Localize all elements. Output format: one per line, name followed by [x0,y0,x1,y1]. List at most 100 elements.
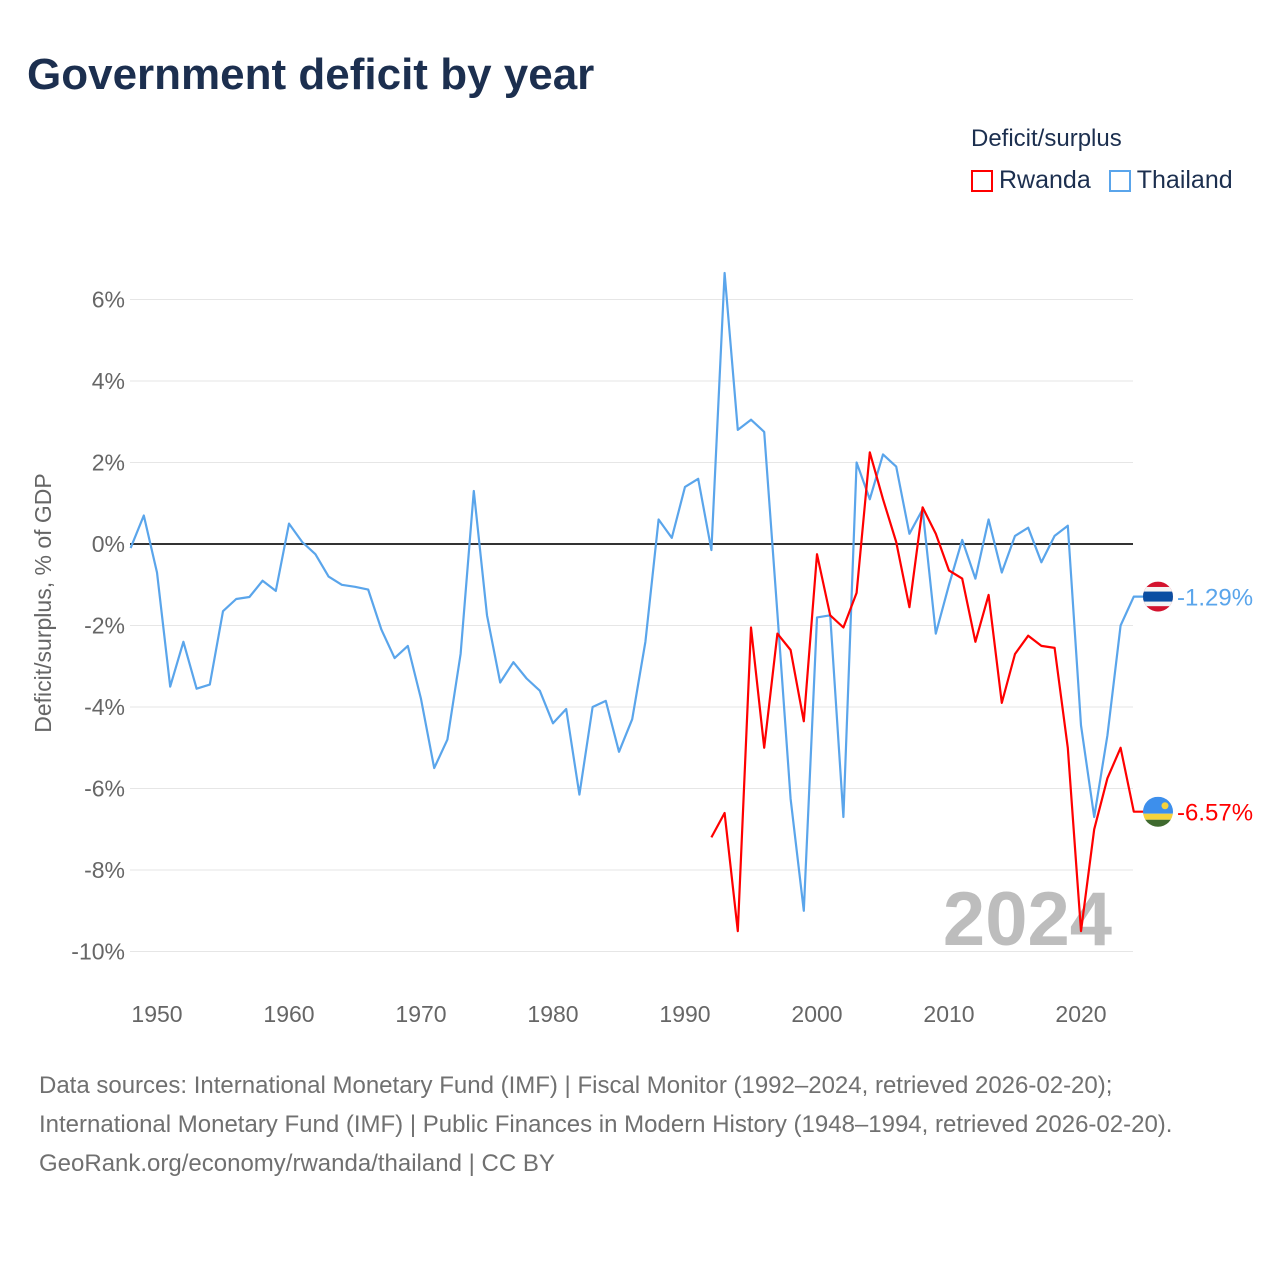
data-point-thailand [1038,559,1044,565]
data-point-rwanda [814,551,820,557]
data-point-thailand [946,582,952,588]
x-tick-label: 2020 [1055,1001,1106,1027]
data-point-thailand [1118,623,1124,629]
data-point-thailand [312,551,318,557]
data-point-rwanda [735,928,741,934]
data-point-thailand [999,570,1005,576]
legend-title: Deficit/surplus [971,125,1122,152]
credit-link[interactable]: GeoRank.org/economy/rwanda/thailand | CC… [39,1150,555,1177]
data-point-thailand [669,535,675,541]
line-chart: 6% 4% 2% 0% -2% -4% -6% -8% -10% 1950 1960 1970 1980… [30,270,1253,1027]
data-point-thailand [128,545,134,551]
data-point-thailand [233,596,239,602]
data-point-thailand [180,639,186,645]
y-tick-label: -6% [84,776,125,802]
data-point-rwanda [867,449,873,455]
legend-item-rwanda[interactable]: Rwanda [971,166,1091,195]
y-tick-label: 0% [92,531,125,557]
data-point-rwanda [788,647,794,653]
x-tick-label: 2000 [791,1001,842,1027]
x-tick-label: 1960 [263,1001,314,1027]
chart-title: Government deficit by year [27,50,595,99]
data-point-thailand [840,814,846,820]
data-point-thailand [339,582,345,588]
data-point-thailand [629,716,635,722]
data-point-thailand [326,574,332,580]
data-point-thailand [906,531,912,537]
series-line-thailand [129,271,1145,912]
data-point-rwanda [959,576,965,582]
data-point-rwanda [880,496,886,502]
series-line-rwanda [710,451,1145,933]
end-value-label-rwanda: -6.57% [1177,800,1253,827]
data-point-thailand [682,484,688,490]
data-point-thailand [1012,533,1018,539]
data-point-thailand [524,675,530,681]
data-point-thailand [260,578,266,584]
data-point-rwanda [946,567,952,573]
data-point-rwanda [1025,633,1031,639]
end-value-label-thailand: -1.29% [1177,585,1253,612]
year-watermark: 2024 [943,877,1112,962]
data-point-thailand [722,270,728,276]
data-point-thailand [405,643,411,649]
data-point-thailand [365,587,371,593]
data-point-thailand [141,512,147,518]
data-point-thailand [695,476,701,482]
data-point-rwanda [708,834,714,840]
data-point-rwanda [854,590,860,596]
data-point-rwanda [1038,643,1044,649]
legend-swatch-thailand [1108,169,1131,192]
data-point-thailand [1025,525,1031,531]
data-point-thailand [1104,733,1110,739]
y-tick-label: -4% [84,694,125,720]
data-point-rwanda [840,625,846,631]
data-point-thailand [933,631,939,637]
legend-swatch-rwanda [971,169,993,192]
data-point-thailand [972,576,978,582]
rwanda-flag-icon [1143,796,1173,827]
data-point-thailand [761,429,767,435]
legend-item-thailand[interactable]: Thailand [1108,166,1233,195]
data-point-thailand [959,537,965,543]
data-point-thailand [563,706,569,712]
data-point-rwanda [999,700,1005,706]
data-point-thailand [431,765,437,771]
data-point-thailand [510,659,516,665]
data-point-thailand [484,612,490,618]
data-point-rwanda [774,631,780,637]
data-point-thailand [444,737,450,743]
x-tick-label: 2010 [923,1001,974,1027]
data-point-thailand [893,464,899,470]
legend-label: Thailand [1136,166,1233,194]
legend-label: Rwanda [999,166,1091,194]
data-point-thailand [576,792,582,798]
data-point-rwanda [1131,809,1137,815]
data-point-rwanda [801,718,807,724]
data-point-thailand [788,796,794,802]
data-point-thailand [1131,594,1137,600]
y-tick-label: -10% [71,939,125,965]
data-point-rwanda [1091,826,1097,832]
data-point-rwanda [906,604,912,610]
y-tick-label: 4% [92,368,125,394]
x-tick-label: 1980 [527,1001,578,1027]
data-point-thailand [299,539,305,545]
data-point-thailand [590,704,596,710]
data-point-thailand [458,651,464,657]
data-point-thailand [1078,722,1084,728]
data-point-thailand [735,427,741,433]
data-point-rwanda [1052,645,1058,651]
legend: Rwanda Thailand [971,166,1233,195]
data-point-rwanda [761,745,767,751]
data-point-thailand [774,610,780,616]
x-tick-label: 1950 [131,1001,182,1027]
data-point-rwanda [1065,745,1071,751]
data-point-thailand [246,594,252,600]
data-point-thailand [286,521,292,527]
data-point-thailand [207,682,213,688]
y-axis-label: Deficit/surplus, % of GDP [30,473,56,732]
data-point-rwanda [1078,928,1084,934]
data-point-thailand [642,639,648,645]
data-point-thailand [814,614,820,620]
